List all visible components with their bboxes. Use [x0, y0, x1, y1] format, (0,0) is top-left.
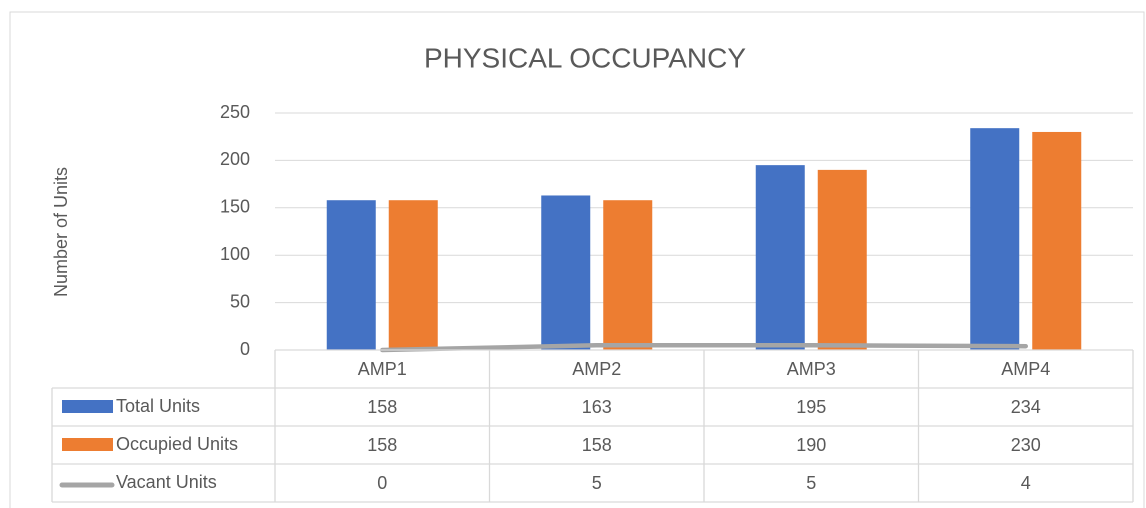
legend-key	[62, 438, 113, 451]
y-tick-label: 0	[240, 339, 250, 359]
x-tick-label: AMP1	[358, 359, 407, 379]
bar	[970, 128, 1020, 350]
bar	[755, 165, 805, 350]
table-value: 4	[1021, 473, 1031, 493]
y-tick-label: 150	[220, 197, 250, 217]
y-tick-label: 100	[220, 244, 250, 264]
table-value: 234	[1011, 397, 1041, 417]
table-value: 195	[796, 397, 826, 417]
legend-key	[62, 400, 113, 413]
chart-title: PHYSICAL OCCUPANCY	[424, 42, 746, 73]
table-value: 5	[592, 473, 602, 493]
bar	[603, 200, 653, 350]
legend-label: Occupied Units	[116, 434, 238, 454]
y-tick-label: 200	[220, 149, 250, 169]
y-axis-label: Number of Units	[51, 167, 71, 297]
bar	[388, 200, 438, 350]
y-tick-label: 50	[230, 291, 250, 311]
y-tick-label: 250	[220, 102, 250, 122]
legend-label: Vacant Units	[116, 472, 217, 492]
table-value: 5	[806, 473, 816, 493]
x-tick-label: AMP4	[1001, 359, 1050, 379]
line-series	[380, 343, 1028, 353]
bar	[326, 200, 376, 350]
x-tick-label: AMP3	[787, 359, 836, 379]
table-value: 158	[367, 397, 397, 417]
table-value: 0	[377, 473, 387, 493]
table-value: 190	[796, 435, 826, 455]
bar	[817, 169, 867, 350]
table-value: 158	[367, 435, 397, 455]
bar	[1032, 131, 1082, 350]
x-tick-label: AMP2	[572, 359, 621, 379]
table-value: 230	[1011, 435, 1041, 455]
table-value: 163	[582, 397, 612, 417]
legend-label: Total Units	[116, 396, 200, 416]
table-value: 158	[582, 435, 612, 455]
bar	[541, 195, 591, 350]
